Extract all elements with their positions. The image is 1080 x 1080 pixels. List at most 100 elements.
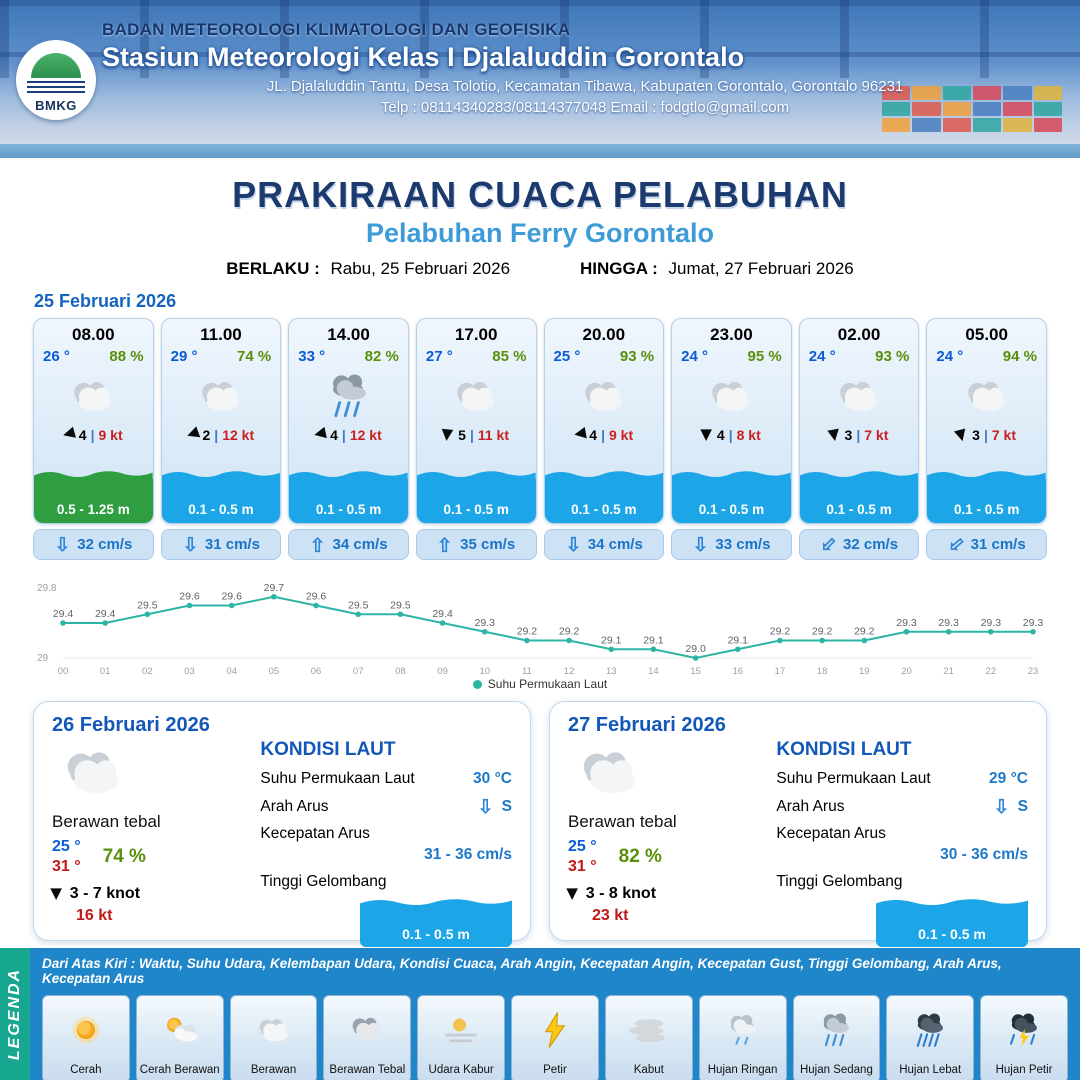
temp-humidity-row: 29 ° 74 %: [162, 345, 281, 365]
wave-icon: [672, 471, 791, 480]
svg-text:09: 09: [437, 666, 448, 676]
sst-chart-section: 29.8 29 29.4 00 29.4 01 29.5 02 29.6 03 29.6 04 29.7…: [33, 572, 1047, 691]
wind-speed: 4: [330, 427, 338, 443]
humidity-value: 93 %: [619, 348, 655, 365]
sea-conditions-heading: KONDISI LAUT: [260, 739, 396, 760]
weather-icon: [52, 739, 254, 810]
gust-speed: 16 kt: [76, 907, 113, 924]
current-direction-label: Arah Arus: [260, 797, 329, 815]
gust-speed: 8 kt: [736, 427, 761, 443]
page-subtitle: Pelabuhan Ferry Gorontalo: [365, 218, 715, 248]
hourly-card-body: 14.00 33 ° 82 % ▶ 4 | 12 kt 0.1 - 0.5 m: [288, 318, 409, 524]
svg-text:23: 23: [1028, 666, 1039, 676]
hourly-card-body: 11.00 29 ° 74 % ▶ 2 | 12 kt 0.1 - 0.5 m: [160, 318, 282, 524]
current-speed-value: 35 cm/s: [460, 536, 516, 553]
wave-height-box: 0.1 - 0.5 m: [360, 899, 512, 947]
weather-icon: [981, 996, 1067, 1064]
wave-height-box: 0.1 - 0.5 m: [544, 471, 664, 523]
hourly-forecast-card: 08.00 26 ° 88 % ▶ 4 | 9 kt 0.5 - 1.25 m: [33, 318, 154, 560]
wind-direction-icon: ▶: [62, 425, 77, 445]
sst-value: 30 °C: [473, 770, 512, 787]
valid-from-label: BERLAKU :: [226, 259, 320, 278]
forecast-time: 11.00: [200, 325, 242, 344]
svg-text:15: 15: [690, 666, 701, 676]
header-text-block: BADAN METEOROLOGI KLIMATOLOGI DAN GEOFIS…: [102, 20, 1068, 116]
svg-text:05: 05: [269, 666, 280, 676]
wind-speed: 4: [716, 427, 725, 443]
svg-text:29.6: 29.6: [221, 591, 242, 603]
current-direction-icon: ⇨: [562, 536, 584, 553]
chart-legend-label: Suhu Permukaan Laut: [487, 677, 608, 691]
svg-text:29.4: 29.4: [432, 608, 453, 620]
svg-text:29.6: 29.6: [306, 591, 327, 603]
sst-label: Suhu Permukaan Laut: [260, 770, 415, 787]
temp-max: 31 °: [52, 858, 81, 875]
legend-items-row: Cerah Cerah Berawan Berawan Berawan Teba…: [42, 995, 1068, 1080]
wind-row: ▶ 3 | 7 kt: [800, 427, 919, 443]
current-direction-icon: ⇨: [51, 536, 73, 553]
daily-weather-column: Berawan tebal 25 ° 31 ° 82 % ▶ 3 - 8 kno…: [565, 739, 770, 947]
current-speed-value: 34 cm/s: [587, 536, 643, 553]
station-name: Stasiun Meteorologi Kelas I Djalaluddin …: [102, 42, 745, 72]
wave-height-box: 0.1 - 0.5 m: [799, 471, 919, 523]
svg-text:22: 22: [986, 666, 997, 676]
weather-icon: [545, 365, 664, 427]
wind-gust-separator: |: [341, 427, 346, 443]
current-speed-box: ⇨ 31 cm/s: [926, 529, 1047, 560]
daily-temps-row: 25 ° 31 ° 74 %: [52, 838, 254, 876]
svg-text:29: 29: [37, 653, 49, 664]
header-illustration-beam: [0, 52, 1080, 57]
weather-icon: [231, 996, 317, 1064]
humidity-value: 74 %: [102, 846, 146, 867]
wind-row: ▶ 3 | 7 kt: [927, 427, 1046, 443]
legend-item-label: Berawan: [250, 1064, 297, 1077]
svg-text:02: 02: [142, 666, 153, 676]
svg-text:12: 12: [564, 666, 575, 676]
wave-icon: [799, 471, 919, 480]
weather-icon: [700, 996, 786, 1064]
svg-text:13: 13: [606, 666, 617, 676]
legend-item: Udara Kabur: [417, 995, 506, 1080]
weather-icon: [606, 996, 692, 1064]
wind-gust-separator: |: [469, 427, 474, 443]
weather-icon: [418, 996, 504, 1064]
hourly-card-body: 23.00 24 ° 95 % ▶ 4 | 8 kt 0.1 - 0.5 m: [671, 318, 792, 524]
air-temperature: 33 °: [298, 348, 326, 365]
valid-from: BERLAKU : Rabu, 25 Februari 2026: [226, 259, 510, 279]
humidity-value: 74 %: [237, 348, 272, 365]
weather-icon: [800, 365, 919, 427]
wave-height-value: 0.1 - 0.5 m: [443, 502, 509, 517]
wind-speed: 2: [202, 427, 211, 443]
humidity-value: 95 %: [747, 348, 782, 365]
current-direction-icon: ⇨: [179, 536, 201, 553]
legend-item-label: Cerah Berawan: [139, 1064, 220, 1077]
gust-speed: 12 kt: [222, 427, 255, 443]
wave-icon: [876, 899, 1028, 908]
legend-item-label: Hujan Petir: [995, 1064, 1053, 1077]
temp-humidity-row: 24 ° 93 %: [800, 345, 919, 365]
temp-humidity-row: 24 ° 94 %: [927, 345, 1046, 365]
current-speed-box: ⇨ 34 cm/s: [288, 529, 409, 560]
weather-icon: [289, 365, 408, 427]
forecast-time: 20.00: [582, 325, 626, 344]
wind-speed: 3: [844, 427, 853, 443]
svg-text:11: 11: [522, 666, 532, 676]
station-contact: Telp : 08114340283/08114377048 Email : f…: [380, 99, 790, 116]
legend-item: Hujan Lebat: [886, 995, 975, 1080]
legend-strip-label: LEGENDA: [6, 967, 24, 1061]
current-speed-row: Kecepatan Arus: [776, 825, 1028, 843]
valid-from-value: Rabu, 25 Februari 2026: [330, 259, 511, 278]
sea-conditions-column: KONDISI LAUT Suhu Permukaan Laut 29 °C A…: [770, 739, 1028, 947]
forecast-time: 05.00: [965, 325, 1008, 344]
air-temperature: 26 °: [43, 348, 70, 365]
legend-item: Berawan: [229, 995, 318, 1080]
bmkg-logo: BMKG: [16, 40, 96, 120]
air-temperature: 24 °: [681, 348, 708, 365]
forecast-time: 02.00: [837, 325, 881, 344]
svg-text:19: 19: [859, 666, 870, 676]
svg-text:07: 07: [353, 666, 364, 676]
sst-label: Suhu Permukaan Laut: [776, 770, 931, 787]
legend-item-label: Hujan Ringan: [707, 1064, 778, 1077]
current-direction-letter: S: [501, 797, 512, 815]
current-speed-value: 31 cm/s: [204, 536, 260, 553]
